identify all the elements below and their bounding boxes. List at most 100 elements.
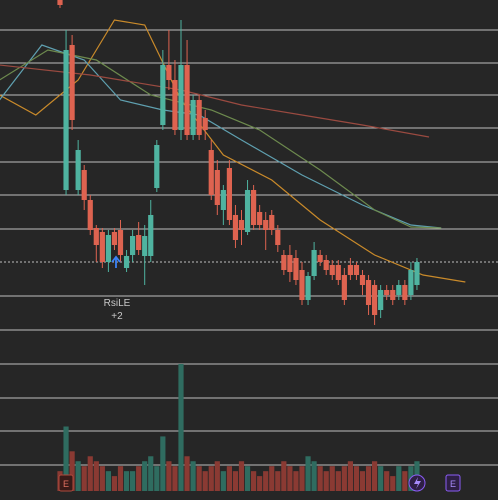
candle-body <box>311 250 317 276</box>
volume-bar <box>305 456 311 491</box>
volume-bar <box>365 466 372 491</box>
candle-body <box>99 232 105 262</box>
volume-bar <box>105 471 111 491</box>
volume-bar <box>99 466 105 491</box>
candle-body <box>414 262 420 285</box>
volume-bar <box>166 461 172 491</box>
candle-body <box>390 290 396 300</box>
volume-bar <box>335 471 341 491</box>
earnings-icon-label: E <box>450 479 456 489</box>
candle-body <box>335 265 341 280</box>
candle-body <box>208 150 214 195</box>
volume-bar <box>75 461 81 491</box>
candle-body <box>323 260 329 270</box>
volume-bar <box>317 466 323 491</box>
candle-body <box>238 220 245 230</box>
candle-body <box>281 255 287 270</box>
candle-body <box>130 236 136 255</box>
candle-body <box>190 100 196 135</box>
volume-bar <box>184 456 190 491</box>
candle-body <box>378 290 384 310</box>
candle-body <box>305 276 311 300</box>
candle-body <box>142 236 148 256</box>
candle-body <box>166 65 172 80</box>
candle-body <box>287 255 293 272</box>
candle-body <box>275 230 281 245</box>
candle-body <box>63 50 69 190</box>
candle-body <box>341 275 347 300</box>
volume-bar <box>202 471 208 491</box>
signal-label: RsiLE <box>104 298 131 309</box>
volume-bar <box>378 466 384 491</box>
volume-bar <box>160 436 166 491</box>
candle-body <box>226 168 232 220</box>
candle-body <box>329 265 335 275</box>
candle-body <box>244 190 251 232</box>
volume-bar <box>87 456 93 491</box>
candle-body <box>317 255 323 262</box>
volume-bar <box>178 363 184 491</box>
volume-bar <box>208 466 214 491</box>
candle-body <box>347 265 353 275</box>
volume-bar <box>390 476 396 491</box>
volume-bar <box>244 466 251 491</box>
candle-body <box>365 280 372 305</box>
earnings-icon-label: E <box>63 479 69 489</box>
candle-body <box>384 290 390 295</box>
volume-bar <box>136 466 142 491</box>
icons[interactable]: E E <box>58 474 461 492</box>
volume-bar <box>263 471 269 491</box>
volume-bar <box>111 476 118 491</box>
volume-bar <box>238 461 245 491</box>
candle-body <box>172 80 178 130</box>
volume-bar <box>311 461 317 491</box>
volume-bar <box>172 466 178 491</box>
volume-bar <box>257 476 263 491</box>
volume-bar <box>117 466 124 491</box>
candle-body <box>178 65 184 130</box>
candle-body <box>293 258 299 280</box>
volume-bar <box>341 466 347 491</box>
volume-bar <box>359 471 366 491</box>
volume-bar <box>154 466 160 491</box>
candle-body <box>214 170 220 205</box>
candle-body <box>196 100 202 135</box>
candle-body <box>202 118 208 130</box>
volume-bar <box>347 461 353 491</box>
moving-average <box>0 64 430 138</box>
candle-body <box>75 150 81 190</box>
earnings-icon[interactable] <box>58 474 74 492</box>
volume-bar <box>402 471 408 491</box>
candle-body <box>87 200 93 230</box>
candle-body <box>359 275 366 285</box>
marks <box>0 0 466 491</box>
candle-body <box>148 215 154 256</box>
candle-body <box>257 212 263 225</box>
earnings-icon[interactable] <box>445 474 461 492</box>
candle-body <box>69 45 75 120</box>
volume-bar <box>196 466 202 491</box>
candle-body <box>105 235 111 262</box>
signal: RsiLE +2 <box>104 255 131 322</box>
volume-bar <box>81 466 87 491</box>
volume-bar <box>275 471 281 491</box>
volume-bar <box>63 426 69 491</box>
candle-body <box>117 230 124 255</box>
signal-count: +2 <box>111 311 123 322</box>
candle-body <box>184 65 190 135</box>
candle-body <box>111 232 118 245</box>
candle-body <box>136 235 142 250</box>
volume-bar <box>69 451 75 491</box>
candle-body <box>160 65 166 125</box>
volume-bar <box>190 461 196 491</box>
volume-bar <box>281 461 287 491</box>
volume-bar <box>293 471 299 491</box>
candle-body <box>372 285 378 315</box>
volume-bar <box>251 471 257 491</box>
dividend-icon-glyph <box>414 477 421 489</box>
volume-bar <box>269 466 275 491</box>
candle-body <box>154 145 160 188</box>
candle-body <box>57 0 63 5</box>
volume-bar <box>372 461 378 491</box>
volume-bar <box>148 456 154 491</box>
